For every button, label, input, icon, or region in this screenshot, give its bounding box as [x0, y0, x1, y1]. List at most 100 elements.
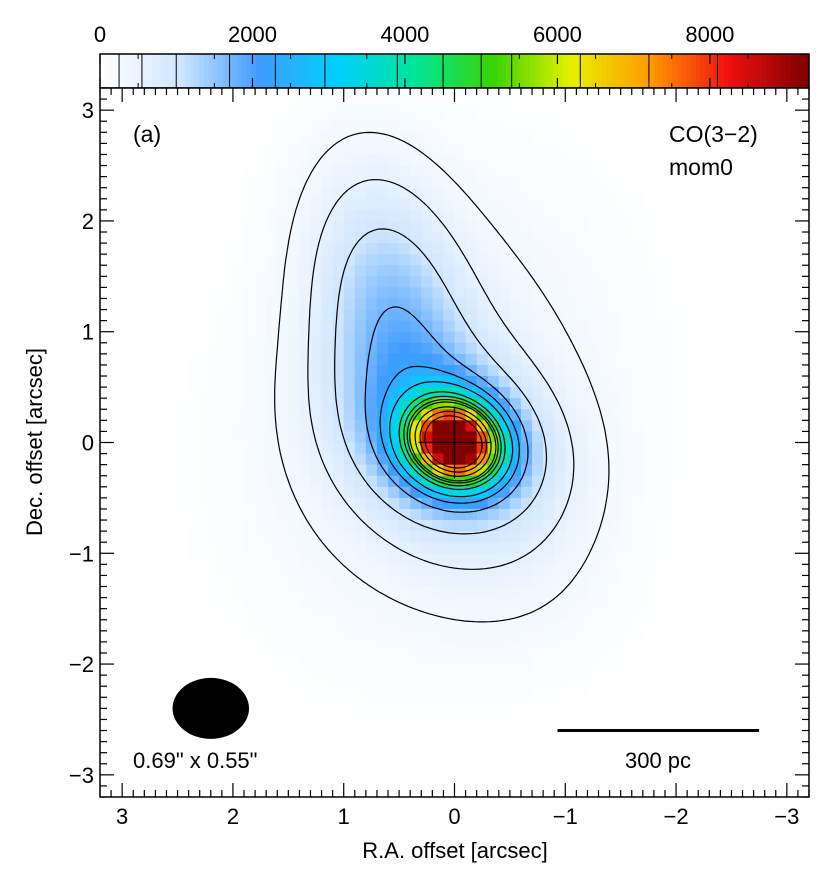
- map-pixel: [365, 154, 378, 167]
- map-pixel: [354, 531, 367, 543]
- map-pixel: [232, 320, 245, 333]
- map-pixel: [443, 675, 455, 687]
- map-pixel: [410, 132, 422, 144]
- map-pixel: [587, 198, 600, 211]
- map-pixel: [465, 154, 478, 167]
- map-pixel: [288, 442, 300, 455]
- map-pixel: [498, 597, 511, 610]
- map-pixel: [465, 442, 478, 455]
- map-pixel: [465, 453, 478, 466]
- map-pixel: [598, 198, 611, 211]
- map-pixel: [277, 619, 289, 632]
- map-pixel: [642, 442, 655, 455]
- map-pixel: [520, 143, 533, 155]
- map-pixel: [498, 154, 511, 167]
- map-pixel: [332, 209, 345, 222]
- x-tick-label: 3: [116, 804, 128, 829]
- map-pixel: [277, 187, 289, 200]
- map-pixel: [188, 420, 201, 432]
- map-pixel: [410, 675, 422, 687]
- colorbar-cell: [572, 54, 578, 88]
- map-pixel: [520, 531, 533, 543]
- map-pixel: [410, 597, 422, 610]
- map-pixel: [554, 675, 566, 687]
- map-pixel: [498, 254, 511, 266]
- map-pixel: [598, 442, 611, 455]
- map-pixel: [543, 553, 555, 565]
- map-pixel: [255, 198, 267, 211]
- map-pixel: [354, 320, 367, 333]
- map-pixel: [421, 287, 433, 299]
- map-pixel: [653, 453, 666, 466]
- map-pixel: [620, 486, 633, 499]
- map-pixel: [343, 597, 356, 610]
- map-pixel: [232, 331, 245, 344]
- colorbar-cell: [416, 54, 423, 88]
- map-pixel: [554, 132, 566, 144]
- map-pixel: [487, 520, 500, 532]
- map-pixel: [443, 220, 455, 233]
- map-pixel: [676, 320, 688, 333]
- map-pixel: [255, 232, 267, 244]
- map-pixel: [354, 309, 367, 322]
- map-pixel: [388, 276, 400, 288]
- map-pixel: [454, 209, 467, 222]
- map-pixel: [376, 265, 389, 277]
- map-pixel: [388, 143, 400, 155]
- map-pixel: [277, 232, 289, 244]
- map-pixel: [365, 187, 378, 200]
- map-pixel: [332, 232, 345, 244]
- map-pixel: [609, 608, 622, 621]
- map-pixel: [520, 364, 533, 377]
- map-pixel: [598, 608, 611, 621]
- map-pixel: [310, 664, 323, 676]
- map-pixel: [565, 220, 577, 233]
- map-pixel: [554, 209, 566, 222]
- map-pixel: [210, 420, 223, 432]
- map-pixel: [343, 154, 356, 167]
- map-pixel: [299, 630, 311, 643]
- map-pixel: [609, 265, 622, 277]
- map-pixel: [587, 641, 600, 654]
- map-pixel: [642, 232, 655, 244]
- map-pixel: [476, 342, 489, 355]
- map-pixel: [321, 353, 334, 366]
- map-pixel: [410, 376, 422, 388]
- map-pixel: [476, 154, 489, 167]
- map-pixel: [520, 121, 533, 133]
- map-pixel: [255, 542, 267, 554]
- map-pixel: [332, 165, 345, 178]
- colorbar-cell: [270, 54, 276, 88]
- map-pixel: [565, 387, 577, 399]
- map-pixel: [376, 376, 389, 388]
- map-pixel: [476, 165, 489, 178]
- map-pixel: [365, 287, 378, 299]
- map-pixel: [244, 630, 256, 643]
- x-axis-label: R.A. offset [arcsec]: [362, 838, 547, 863]
- map-pixel: [232, 630, 245, 643]
- map-pixel: [642, 520, 655, 532]
- map-pixel: [332, 542, 345, 554]
- map-pixel: [255, 353, 267, 366]
- map-pixel: [221, 431, 234, 443]
- map-pixel: [465, 309, 478, 322]
- map-pixel: [266, 431, 278, 443]
- map-pixel: [554, 143, 566, 155]
- map-pixel: [232, 564, 245, 576]
- map-pixel: [443, 298, 455, 311]
- map-pixel: [410, 154, 422, 167]
- map-pixel: [255, 431, 267, 443]
- map-pixel: [221, 597, 234, 610]
- map-pixel: [476, 697, 489, 709]
- map-pixel: [365, 542, 378, 554]
- map-pixel: [554, 497, 566, 510]
- map-pixel: [576, 664, 588, 676]
- map-pixel: [609, 220, 622, 233]
- map-pixel: [653, 287, 666, 299]
- map-pixel: [354, 431, 367, 443]
- map-pixel: [343, 88, 356, 100]
- map-pixel: [376, 220, 389, 233]
- map-pixel: [432, 597, 444, 610]
- map-pixel: [266, 198, 278, 211]
- map-pixel: [277, 486, 289, 499]
